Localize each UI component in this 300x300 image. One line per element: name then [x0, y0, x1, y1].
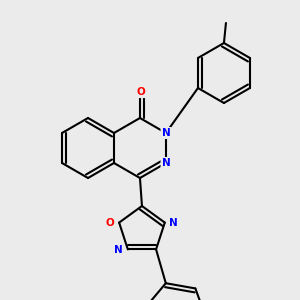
- Text: O: O: [136, 87, 145, 97]
- Text: N: N: [169, 218, 178, 228]
- Text: O: O: [106, 218, 115, 228]
- Text: N: N: [162, 158, 170, 168]
- Text: N: N: [115, 245, 123, 255]
- Text: N: N: [162, 128, 170, 138]
